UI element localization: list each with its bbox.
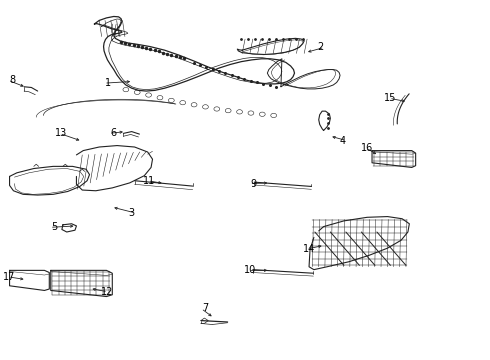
Text: 9: 9 xyxy=(250,179,257,189)
Text: 7: 7 xyxy=(202,303,208,314)
Text: 10: 10 xyxy=(244,265,256,275)
Text: 13: 13 xyxy=(54,129,67,138)
Text: 1: 1 xyxy=(105,78,111,88)
Text: 6: 6 xyxy=(110,129,116,138)
Text: 4: 4 xyxy=(339,136,345,145)
Text: 2: 2 xyxy=(318,42,323,52)
Text: 14: 14 xyxy=(303,244,315,254)
Text: 8: 8 xyxy=(9,75,15,85)
Text: 15: 15 xyxy=(384,93,396,103)
Text: 17: 17 xyxy=(3,272,15,282)
Text: 3: 3 xyxy=(128,208,134,218)
Text: 16: 16 xyxy=(361,143,373,153)
Text: 12: 12 xyxy=(100,287,113,297)
Text: 11: 11 xyxy=(143,176,155,186)
Text: 5: 5 xyxy=(51,222,57,232)
